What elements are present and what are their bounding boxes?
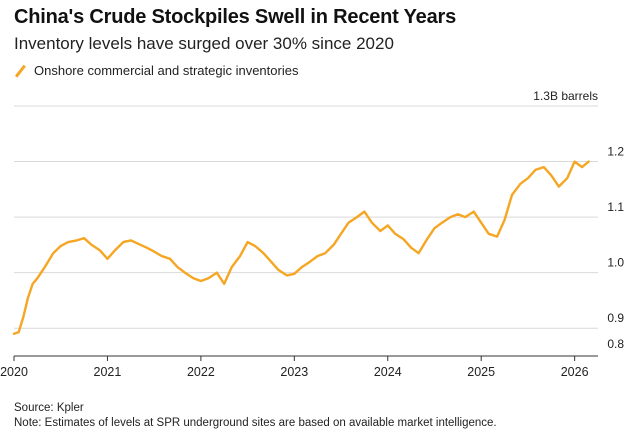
chart-title: China's Crude Stockpiles Swell in Recent… (14, 6, 457, 28)
x-tick-label: 2023 (280, 365, 308, 379)
y-tick-label: 0.8 (607, 337, 624, 351)
y-tick-label: 1.0 (607, 256, 624, 270)
legend: Onshore commercial and strategic invento… (14, 63, 298, 78)
x-tick-label: 2021 (94, 365, 122, 379)
footnote: Note: Estimates of levels at SPR undergr… (14, 417, 497, 429)
legend-label: Onshore commercial and strategic invento… (34, 63, 299, 78)
y-tick-label: 0.9 (607, 311, 624, 325)
x-tick-label: 2026 (561, 365, 589, 379)
series-line-inventories (12, 160, 590, 335)
x-tick-label: 2025 (467, 365, 495, 379)
y-unit-label: 1.3B barrels (533, 89, 598, 103)
source-note: Source: Kpler (14, 402, 84, 414)
chart-subtitle: Inventory levels have surged over 30% si… (14, 34, 394, 53)
y-tick-label: 1.1 (607, 200, 624, 214)
x-tick-label: 2024 (374, 365, 402, 379)
x-tick-label: 2020 (0, 365, 28, 379)
x-tick-label: 2022 (187, 365, 215, 379)
y-tick-label: 1.2 (607, 145, 624, 159)
